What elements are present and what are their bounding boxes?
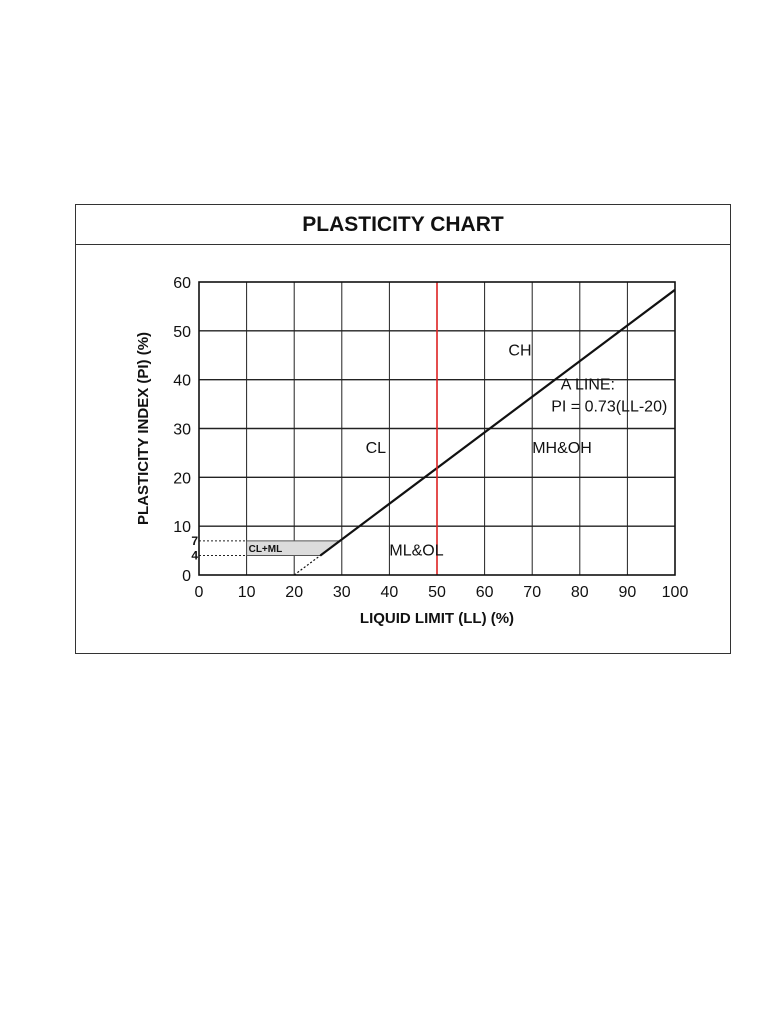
chart-frame: PLASTICITY CHART CL+ML 0 10 20 30 40 50 60 70 80 9… <box>75 204 731 654</box>
y-extra-tick-label: 4 <box>191 548 198 562</box>
annotation: MH&OH <box>532 440 592 457</box>
x-tick-label: 20 <box>285 584 303 601</box>
x-tick-label: 70 <box>523 584 541 601</box>
x-tick-label: 100 <box>662 584 689 601</box>
y-tick-label: 10 <box>173 519 191 536</box>
a-line-extension <box>293 554 321 576</box>
chart-title: PLASTICITY CHART <box>76 205 730 245</box>
x-tick-label: 50 <box>428 584 446 601</box>
annotation: A LINE: <box>561 376 615 393</box>
y-tick-label: 50 <box>173 324 191 341</box>
plasticity-chart: CL+ML 0 10 20 30 40 50 60 70 80 90 100 0 10 20 30 40 50 60… <box>135 275 689 627</box>
region-label: CL+ML <box>249 544 283 555</box>
annotation: CH <box>508 342 531 359</box>
y-tick-label: 40 <box>173 373 191 390</box>
annotation: PI = 0.73(LL-20) <box>551 398 667 415</box>
a-line <box>319 288 676 557</box>
x-tick-label: 40 <box>381 584 399 601</box>
y-tick-label: 0 <box>182 568 191 585</box>
x-tick-label: 30 <box>333 584 351 601</box>
x-tick-label: 60 <box>476 584 494 601</box>
annotation: ML&OL <box>389 542 443 559</box>
y-tick-label: 60 <box>173 275 191 292</box>
x-tick-label: 90 <box>619 584 637 601</box>
x-tick-label: 80 <box>571 584 589 601</box>
y-extra-tick-label: 7 <box>191 534 198 548</box>
y-tick-label: 20 <box>173 470 191 487</box>
x-tick-label: 0 <box>195 584 204 601</box>
plot-border <box>198 281 676 576</box>
x-axis-label: LIQUID LIMIT (LL) (%) <box>360 610 514 627</box>
y-axis-label: PLASTICITY INDEX (PI) (%) <box>135 332 152 525</box>
x-tick-label: 10 <box>238 584 256 601</box>
y-tick-label: 30 <box>173 422 191 439</box>
annotation: CL <box>366 440 387 457</box>
